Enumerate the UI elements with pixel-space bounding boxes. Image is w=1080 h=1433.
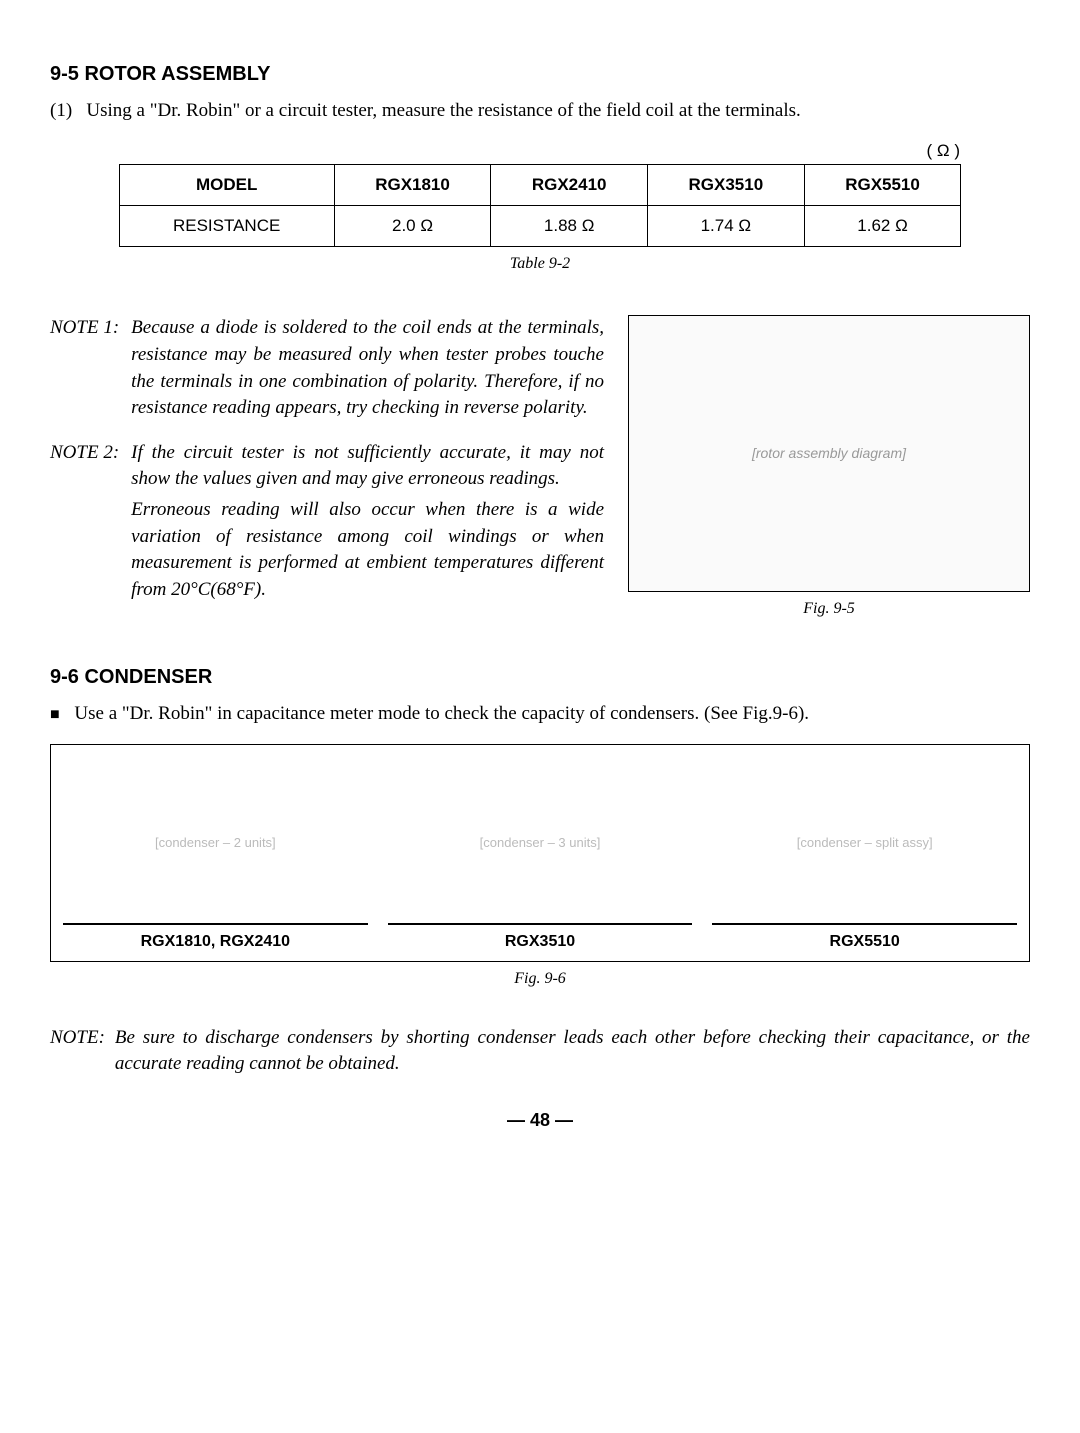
condenser-drawing-placeholder: [condenser – split assy]: [712, 763, 1017, 925]
table-row: RESISTANCE 2.0 Ω 1.88 Ω 1.74 Ω 1.62 Ω: [119, 206, 961, 247]
page-number: — 48 —: [50, 1108, 1030, 1133]
table-row: MODEL RGX1810 RGX2410 RGX3510 RGX5510: [119, 165, 961, 206]
bullet-text: Use a "Dr. Robin" in capacitance meter m…: [74, 703, 809, 724]
note-text: Be sure to discharge condensers by short…: [115, 1025, 1030, 1078]
condenser-label: RGX1810, RGX2410: [63, 931, 368, 953]
table-header-cell: RGX3510: [648, 165, 805, 206]
condenser-label: RGX3510: [388, 931, 693, 953]
note-block: NOTE 2: If the circuit tester is not suf…: [50, 440, 604, 604]
section-heading-rotor: 9-5 ROTOR ASSEMBLY: [50, 60, 1030, 88]
table-header-cell: MODEL: [119, 165, 334, 206]
bullet-line: ■ Use a "Dr. Robin" in capacitance meter…: [50, 701, 1030, 728]
bullet-icon: ■: [50, 706, 60, 723]
condenser-item: [condenser – 3 units] RGX3510: [388, 763, 693, 953]
instruction-text: Using a "Dr. Robin" or a circuit tester,…: [86, 100, 800, 121]
bottom-note: NOTE: Be sure to discharge condensers by…: [50, 1025, 1030, 1078]
table-cell: 1.62 Ω: [804, 206, 961, 247]
section-heading-condenser: 9-6 CONDENSER: [50, 663, 1030, 691]
table-cell: 2.0 Ω: [334, 206, 491, 247]
condenser-figure: [condenser – 2 units] RGX1810, RGX2410 […: [50, 744, 1030, 962]
condenser-label: RGX5510: [712, 931, 1017, 953]
table-cell: 1.88 Ω: [491, 206, 648, 247]
figure-caption: Fig. 9-5: [628, 598, 1030, 620]
figure-caption: Fig. 9-6: [50, 968, 1030, 990]
table-header-cell: RGX2410: [491, 165, 648, 206]
condenser-drawing-placeholder: [condenser – 2 units]: [63, 763, 368, 925]
note-text: If the circuit tester is not sufficientl…: [131, 440, 604, 493]
note-label: NOTE:: [50, 1025, 105, 1078]
instruction-number: (1): [50, 100, 72, 121]
rotor-figure-placeholder: [rotor assembly diagram]: [628, 315, 1030, 592]
note-block: NOTE 1: Because a diode is soldered to t…: [50, 315, 604, 421]
instruction-line: (1) Using a "Dr. Robin" or a circuit tes…: [50, 98, 1030, 125]
table-header-cell: RGX5510: [804, 165, 961, 206]
note-label: NOTE 2:: [50, 440, 119, 604]
note-label: NOTE 1:: [50, 315, 119, 421]
condenser-item: [condenser – 2 units] RGX1810, RGX2410: [63, 763, 368, 953]
notes-column: NOTE 1: Because a diode is soldered to t…: [50, 315, 604, 621]
ohm-unit-label: ( Ω ): [50, 139, 1030, 163]
table-cell: 1.74 Ω: [648, 206, 805, 247]
note-text: Because a diode is soldered to the coil …: [131, 315, 604, 421]
resistance-table: MODEL RGX1810 RGX2410 RGX3510 RGX5510 RE…: [119, 164, 962, 247]
condenser-item: [condenser – split assy] RGX5510: [712, 763, 1017, 953]
table-header-cell: RGX1810: [334, 165, 491, 206]
table-caption: Table 9-2: [50, 253, 1030, 275]
condenser-drawing-placeholder: [condenser – 3 units]: [388, 763, 693, 925]
figure-wrapper: [rotor assembly diagram] Fig. 9-5: [628, 315, 1030, 620]
note-text: Erroneous reading will also occur when t…: [131, 497, 604, 603]
table-cell: RESISTANCE: [119, 206, 334, 247]
